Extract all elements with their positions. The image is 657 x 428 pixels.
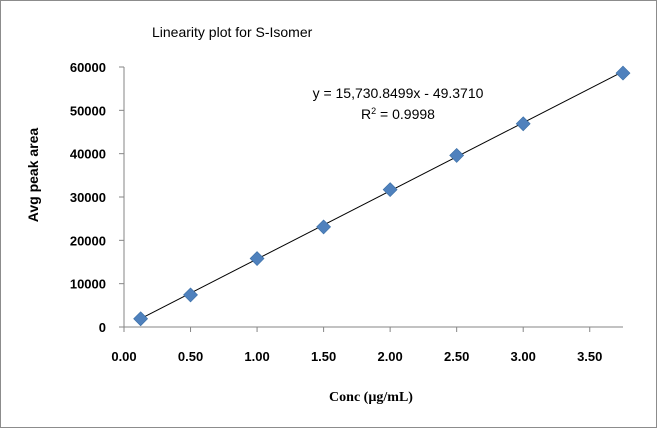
- data-point: [316, 219, 332, 235]
- data-point: [382, 182, 398, 198]
- data-points: [133, 65, 631, 327]
- x-tick-label: 2.00: [377, 349, 402, 364]
- y-tick-label: 40000: [70, 147, 106, 162]
- y-tick-label: 10000: [70, 277, 106, 292]
- x-tick-label: 2.50: [444, 349, 469, 364]
- data-point: [449, 147, 465, 163]
- y-tick-label: 20000: [70, 233, 106, 248]
- x-tick-label: 0.00: [111, 349, 136, 364]
- x-tick-label: 1.50: [311, 349, 336, 364]
- data-point: [249, 251, 265, 266]
- data-point: [133, 311, 149, 327]
- y-tick-label: 50000: [70, 103, 106, 118]
- r2-prefix: R: [361, 106, 371, 122]
- x-tick-label: 1.00: [244, 349, 269, 364]
- x-tick-label: 3.50: [577, 349, 602, 364]
- data-point: [183, 287, 198, 303]
- trendline-group: [140, 71, 624, 320]
- x-tick-label: 3.00: [511, 349, 536, 364]
- trendline: [140, 71, 624, 320]
- chart-title: Linearity plot for S-Isomer: [152, 24, 313, 40]
- tick-labels: 0 10000 20000 30000 40000 50000 60000 0.00 0.50 1…: [70, 60, 603, 364]
- data-point: [615, 65, 631, 81]
- r2-superscript: 2: [371, 106, 376, 116]
- data-point: [515, 116, 531, 132]
- x-tick-label: 0.50: [178, 349, 203, 364]
- x-axis-label: Conc (µg/mL): [329, 390, 413, 405]
- y-tick-label: 0: [99, 320, 106, 335]
- y-axis-label: Avg peak area: [25, 128, 41, 223]
- y-tick-label: 60000: [70, 60, 106, 75]
- r2-value: = 0.9998: [376, 106, 435, 122]
- y-tick-label: 30000: [70, 190, 106, 205]
- r-squared-label: R2 = 0.9998: [361, 106, 435, 122]
- trendline-equation: y = 15,730.8499x - 49.3710: [313, 85, 484, 101]
